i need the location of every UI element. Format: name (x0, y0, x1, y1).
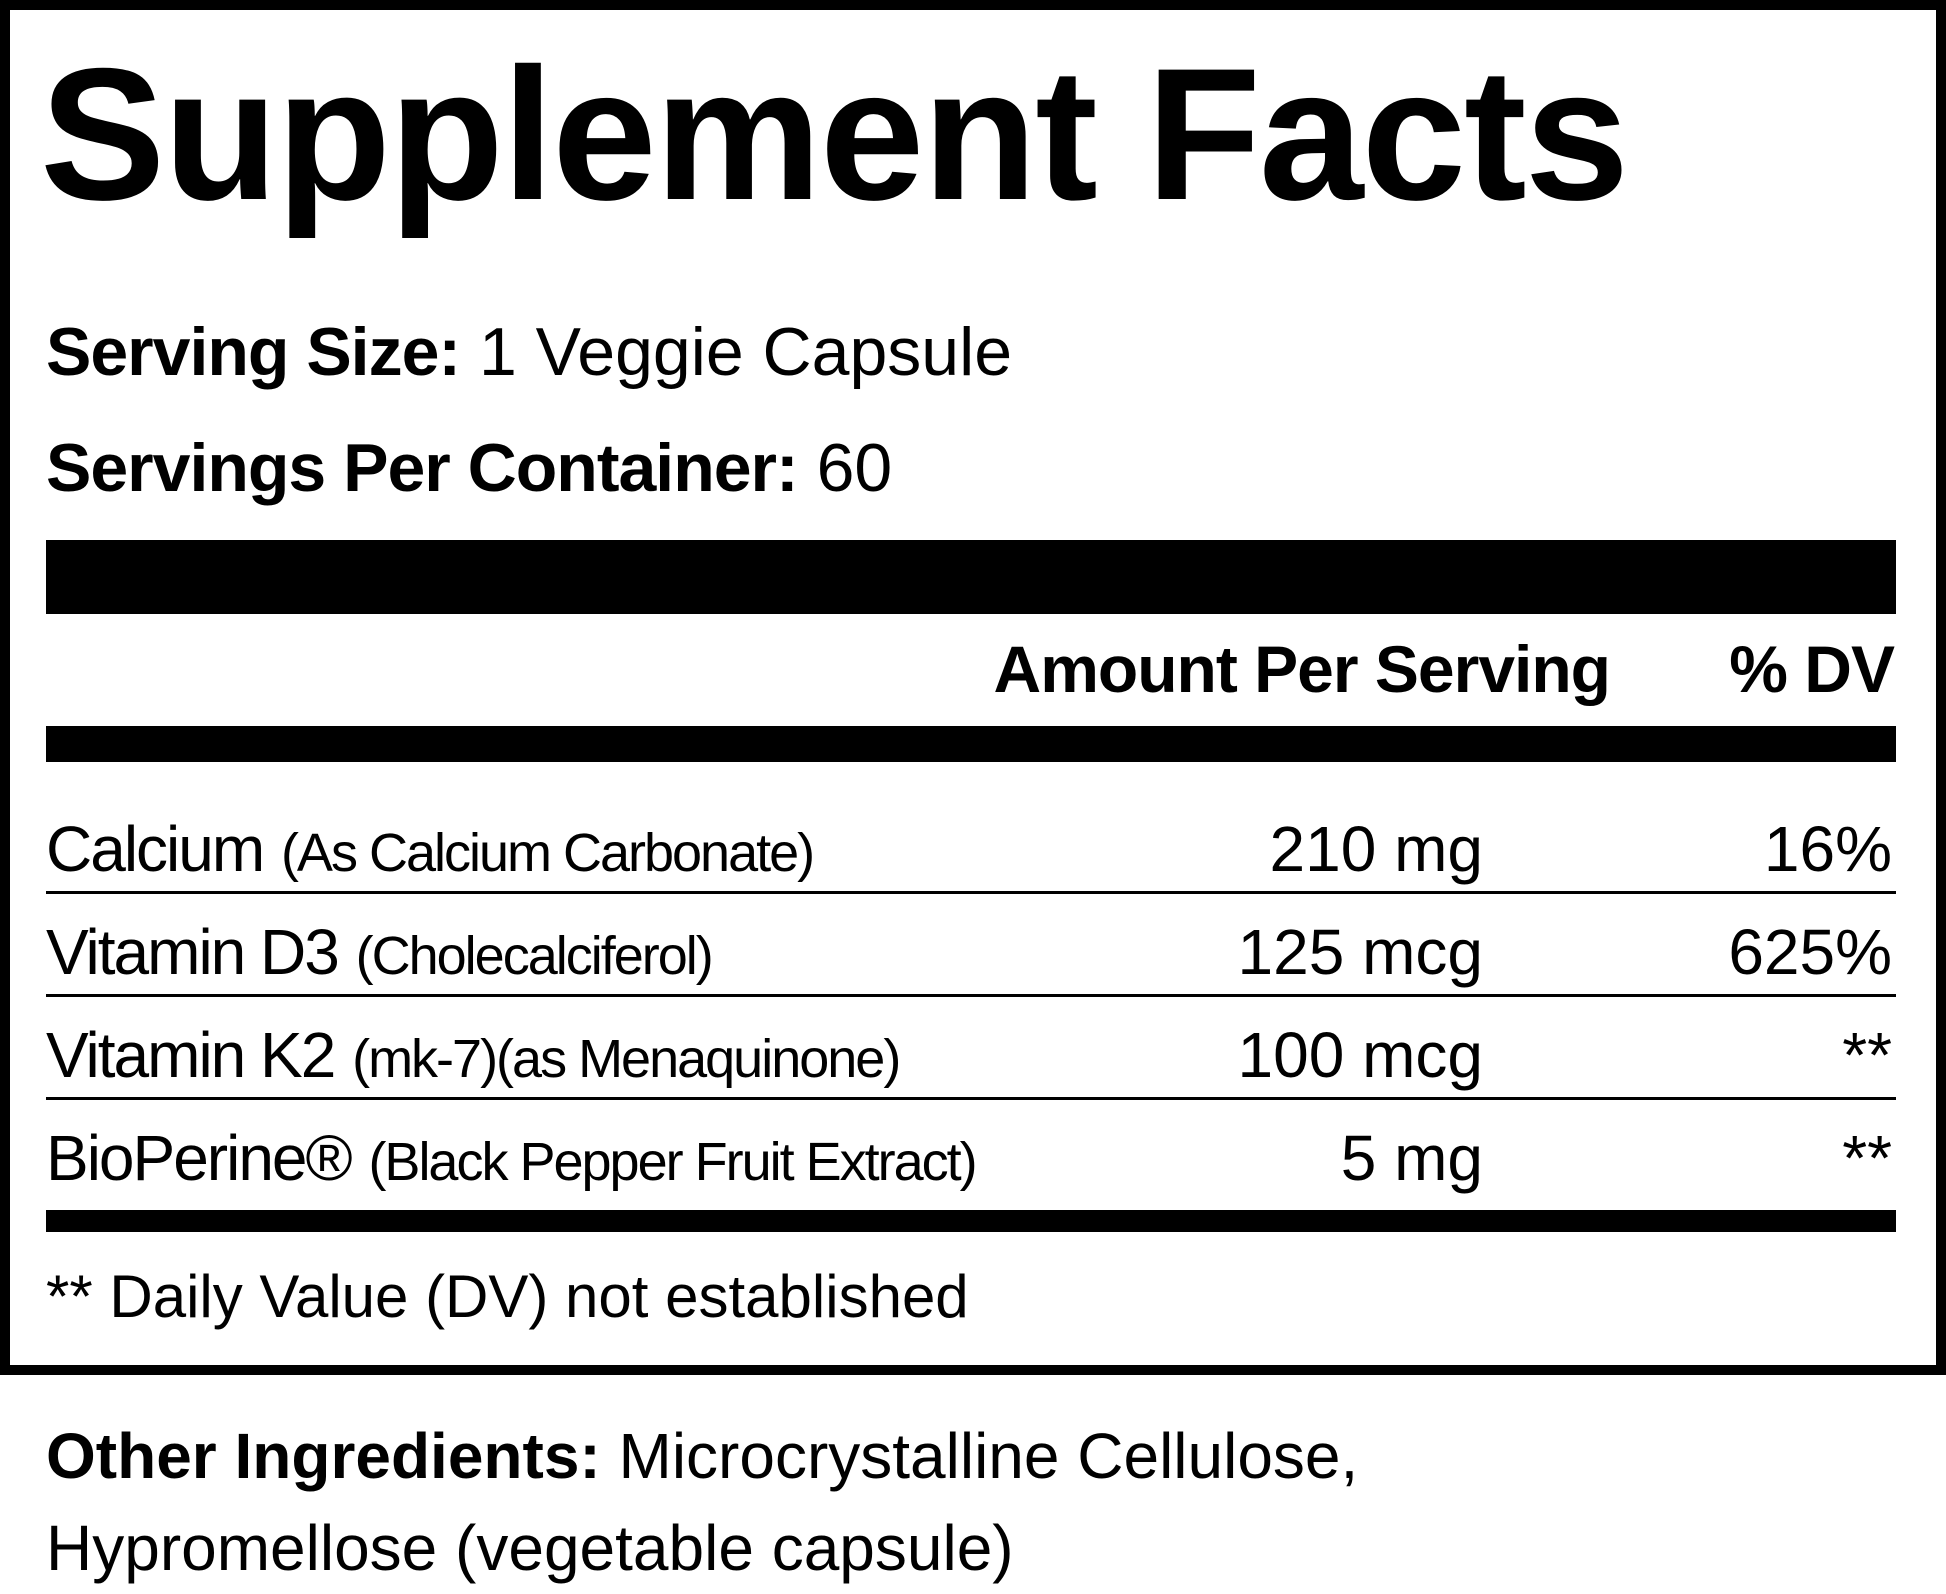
nutrient-row: Vitamin D3 (Cholecalciferol) 125 mcg 625% (46, 893, 1896, 993)
nutrient-name: Vitamin D3 (Cholecalciferol) (46, 915, 714, 989)
name-detail: (mk-7)(as Menaquinone) (352, 1029, 901, 1089)
value: 60 (816, 430, 893, 506)
amount: 5 mg (1340, 1122, 1483, 1194)
daily-value: 16% (1763, 813, 1892, 885)
thick-bar (46, 726, 1896, 762)
amount: 210 mg (1269, 813, 1483, 885)
name-text: Vitamin K2 (46, 1019, 336, 1091)
name-detail: (As Calcium Carbonate) (280, 823, 815, 883)
amount: 125 mcg (1237, 916, 1483, 988)
thick-bar (46, 1210, 1896, 1232)
value: 1 Veggie Capsule (478, 314, 1013, 390)
servings-per-container: Servings Per Container: 60 (46, 434, 892, 502)
name-text: BioPerine® (46, 1122, 353, 1194)
label: Other Ingredients: (46, 1420, 601, 1492)
other-ingredients: Other Ingredients: Microcrystalline Cell… (46, 1410, 1646, 1594)
title: Supplement Facts (40, 29, 1629, 239)
daily-value: ** (1842, 1122, 1892, 1194)
name-text: Vitamin D3 (46, 916, 340, 988)
serving-size: Serving Size: 1 Veggie Capsule (46, 318, 1012, 386)
nutrient-row: BioPerine® (Black Pepper Fruit Extract) 5… (46, 1099, 1896, 1199)
thick-bar (46, 540, 1896, 614)
amount: 100 mcg (1237, 1019, 1483, 1091)
amount-header: Amount Per Serving (993, 632, 1611, 706)
nutrient-row: Calcium (As Calcium Carbonate) 210 mg 16% (46, 790, 1896, 890)
row-rule (46, 1097, 1896, 1100)
row-rule (46, 994, 1896, 997)
name-detail: (Black Pepper Fruit Extract) (368, 1132, 977, 1192)
daily-value: ** (1842, 1019, 1892, 1091)
label: Serving Size: (46, 314, 461, 390)
facts-panel (0, 0, 1946, 1375)
daily-value: 625% (1728, 916, 1892, 988)
nutrient-row: Vitamin K2 (mk-7)(as Menaquinone) 100 mcg… (46, 996, 1896, 1096)
row-rule (46, 891, 1896, 894)
dv-header: % DV (1729, 632, 1895, 706)
name-detail: (Cholecalciferol) (355, 926, 714, 986)
nutrient-name: Calcium (As Calcium Carbonate) (46, 812, 815, 886)
label: Servings Per Container: (46, 430, 799, 506)
footnote: ** Daily Value (DV) not established (46, 1263, 969, 1330)
name-text: Calcium (46, 813, 265, 885)
nutrient-name: BioPerine® (Black Pepper Fruit Extract) (46, 1121, 978, 1195)
nutrient-name: Vitamin K2 (mk-7)(as Menaquinone) (46, 1018, 901, 1092)
